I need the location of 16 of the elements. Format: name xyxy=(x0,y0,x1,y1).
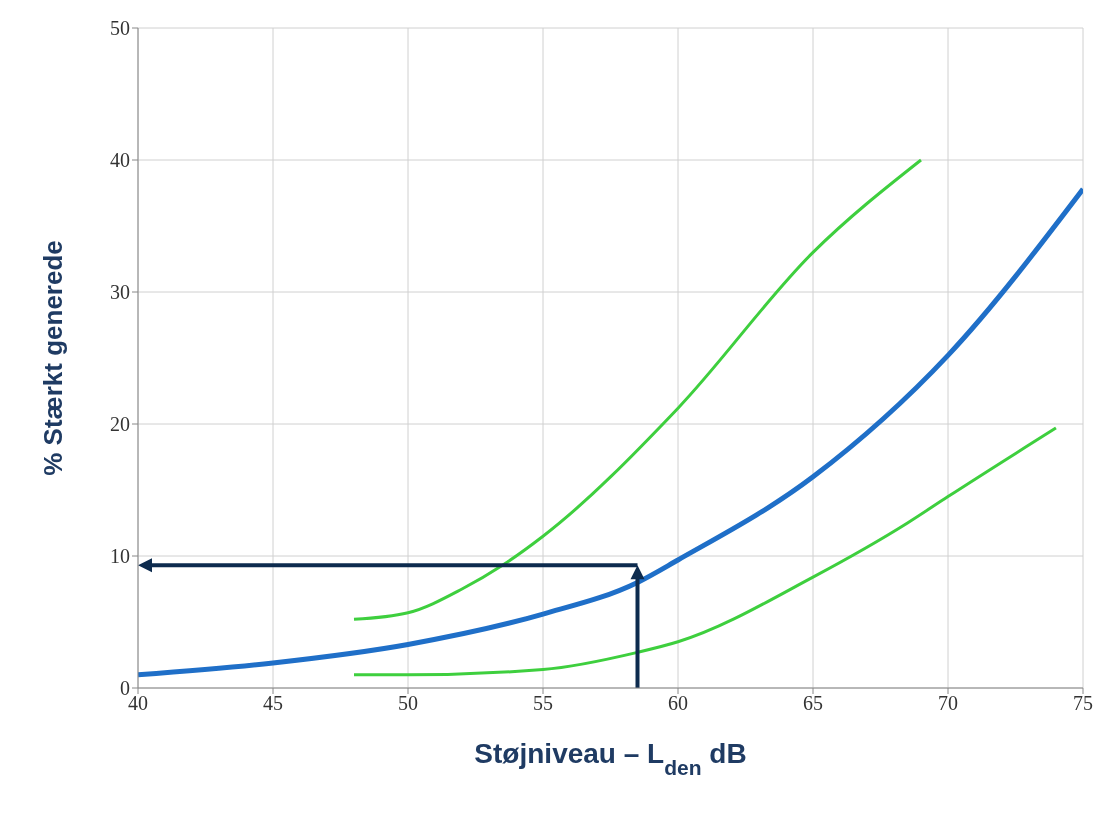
y-tick-label: 50 xyxy=(110,17,130,40)
x-tick-label: 65 xyxy=(803,692,823,715)
y-tick-label: 40 xyxy=(110,149,130,172)
x-tick-label: 50 xyxy=(398,692,418,715)
y-tick-label: 0 xyxy=(120,677,130,700)
x-tick-label: 45 xyxy=(263,692,283,715)
y-axis-title: % Stærkt generede xyxy=(38,240,69,476)
x-axis-title: Støjniveau – L$_{den}$ dB xyxy=(474,738,747,779)
x-tick-label: 40 xyxy=(128,692,148,715)
x-tick-label: 55 xyxy=(533,692,553,715)
x-tick-label: 60 xyxy=(668,692,688,715)
y-tick-label: 10 xyxy=(110,545,130,568)
x-tick-label: 70 xyxy=(938,692,958,715)
x-tick-label: 75 xyxy=(1073,692,1093,715)
y-tick-label: 30 xyxy=(110,281,130,304)
y-tick-label: 20 xyxy=(110,413,130,436)
